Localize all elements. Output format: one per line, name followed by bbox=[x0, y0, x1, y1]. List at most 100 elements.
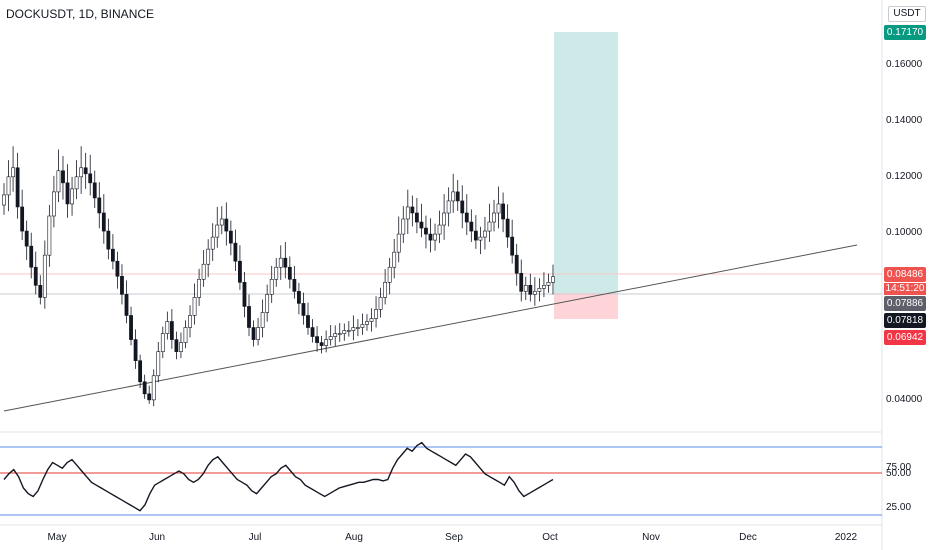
candle-body bbox=[287, 266, 292, 280]
candle-body bbox=[356, 327, 360, 329]
candle-body bbox=[242, 282, 247, 307]
candle-body bbox=[460, 200, 465, 214]
candle-body bbox=[392, 251, 397, 268]
candle-body bbox=[310, 327, 315, 337]
candle-body bbox=[315, 336, 319, 343]
time-tick: Sep bbox=[445, 532, 463, 543]
candle-body bbox=[156, 351, 161, 377]
target-price-label: 0.17170 bbox=[884, 25, 926, 40]
candle-body bbox=[129, 315, 133, 340]
candle-body bbox=[396, 233, 401, 253]
candle-body bbox=[110, 248, 115, 262]
candle-body bbox=[33, 266, 38, 286]
candle-body bbox=[283, 257, 288, 268]
candle-body bbox=[306, 315, 310, 328]
candle-body bbox=[383, 282, 388, 298]
time-tick: May bbox=[47, 532, 67, 543]
candle-body bbox=[142, 381, 147, 395]
cursor-price-label: 0.07818 bbox=[884, 313, 926, 328]
candle-body bbox=[219, 218, 224, 226]
candle-body bbox=[328, 336, 333, 340]
candle-body bbox=[433, 233, 437, 241]
long-position-stop-zone[interactable] bbox=[554, 293, 618, 319]
candle-body bbox=[414, 212, 419, 223]
candle-body bbox=[70, 188, 74, 205]
candle-body bbox=[260, 312, 265, 328]
candle-body bbox=[124, 294, 129, 316]
candle-body bbox=[206, 248, 211, 265]
currency-button[interactable]: USDT bbox=[888, 6, 926, 22]
candle-body bbox=[20, 206, 25, 232]
candle-body bbox=[292, 278, 297, 292]
candle-body bbox=[351, 327, 356, 331]
candle-body bbox=[378, 297, 383, 310]
entry-price-label: 0.07886 bbox=[884, 296, 926, 311]
candle-body bbox=[201, 263, 206, 280]
candle-body bbox=[537, 288, 542, 292]
time-tick: Jul bbox=[248, 532, 262, 543]
candle-body bbox=[342, 330, 347, 334]
candle-body bbox=[337, 333, 342, 335]
candle-body bbox=[210, 236, 215, 250]
candle-body bbox=[192, 297, 197, 316]
candle-body bbox=[269, 278, 274, 295]
candle-body bbox=[451, 191, 456, 202]
candle-body bbox=[532, 291, 537, 295]
candle-body bbox=[437, 224, 442, 235]
candle-body bbox=[97, 197, 102, 214]
candle-body bbox=[519, 272, 524, 292]
candle-body bbox=[160, 333, 165, 352]
price-tick: 0.10000 bbox=[886, 227, 923, 238]
price-tick: 0.12000 bbox=[886, 171, 923, 182]
candle-body bbox=[47, 215, 52, 256]
rsi-line bbox=[3, 441, 554, 512]
candle-body bbox=[106, 230, 111, 250]
candle-body bbox=[464, 212, 469, 223]
candle-body bbox=[38, 285, 43, 298]
rsi-tick: 50.00 bbox=[886, 468, 912, 479]
time-tick: Nov bbox=[642, 532, 660, 543]
candle-body bbox=[169, 321, 174, 340]
candle-body bbox=[29, 245, 34, 268]
candle-body bbox=[528, 285, 533, 295]
candle-body bbox=[2, 194, 6, 206]
candle-body bbox=[183, 327, 188, 343]
candle-body bbox=[15, 167, 20, 208]
symbol-title[interactable]: DOCKUSDT, 1D, BINANCE bbox=[6, 7, 155, 21]
candle-body bbox=[174, 339, 179, 352]
rsi-tick: 25.00 bbox=[886, 502, 912, 513]
price-tick: 0.04000 bbox=[886, 394, 923, 405]
candle-body bbox=[487, 221, 492, 232]
candle-body bbox=[483, 230, 487, 238]
candle-body bbox=[401, 218, 406, 235]
candle-body bbox=[42, 254, 47, 298]
candle-body bbox=[546, 282, 551, 286]
candle-body bbox=[115, 260, 120, 277]
candle-body bbox=[138, 360, 143, 383]
candle-body bbox=[473, 230, 478, 241]
price-tick: 0.14000 bbox=[886, 115, 923, 126]
candle-body bbox=[215, 224, 220, 238]
candle-body bbox=[514, 254, 519, 274]
candle-body bbox=[147, 393, 152, 401]
stop-price-label: 0.06942 bbox=[884, 330, 926, 345]
candle-body bbox=[428, 233, 433, 241]
candle-body bbox=[120, 275, 124, 295]
candle-body bbox=[11, 167, 15, 178]
candle-body bbox=[333, 333, 338, 337]
candle-body bbox=[501, 203, 505, 220]
candle-body bbox=[74, 176, 79, 190]
candle-body bbox=[251, 327, 256, 340]
candle-body bbox=[446, 200, 451, 214]
candle-body bbox=[233, 242, 238, 262]
candle-body bbox=[478, 236, 483, 241]
candle-body bbox=[88, 173, 93, 184]
candle-body bbox=[228, 230, 233, 244]
candle-body bbox=[455, 191, 460, 202]
candle-body bbox=[360, 324, 365, 328]
candle-body bbox=[442, 212, 447, 226]
long-position-target-zone[interactable] bbox=[554, 32, 618, 293]
candle-body bbox=[469, 221, 474, 232]
candle-body bbox=[278, 257, 283, 268]
